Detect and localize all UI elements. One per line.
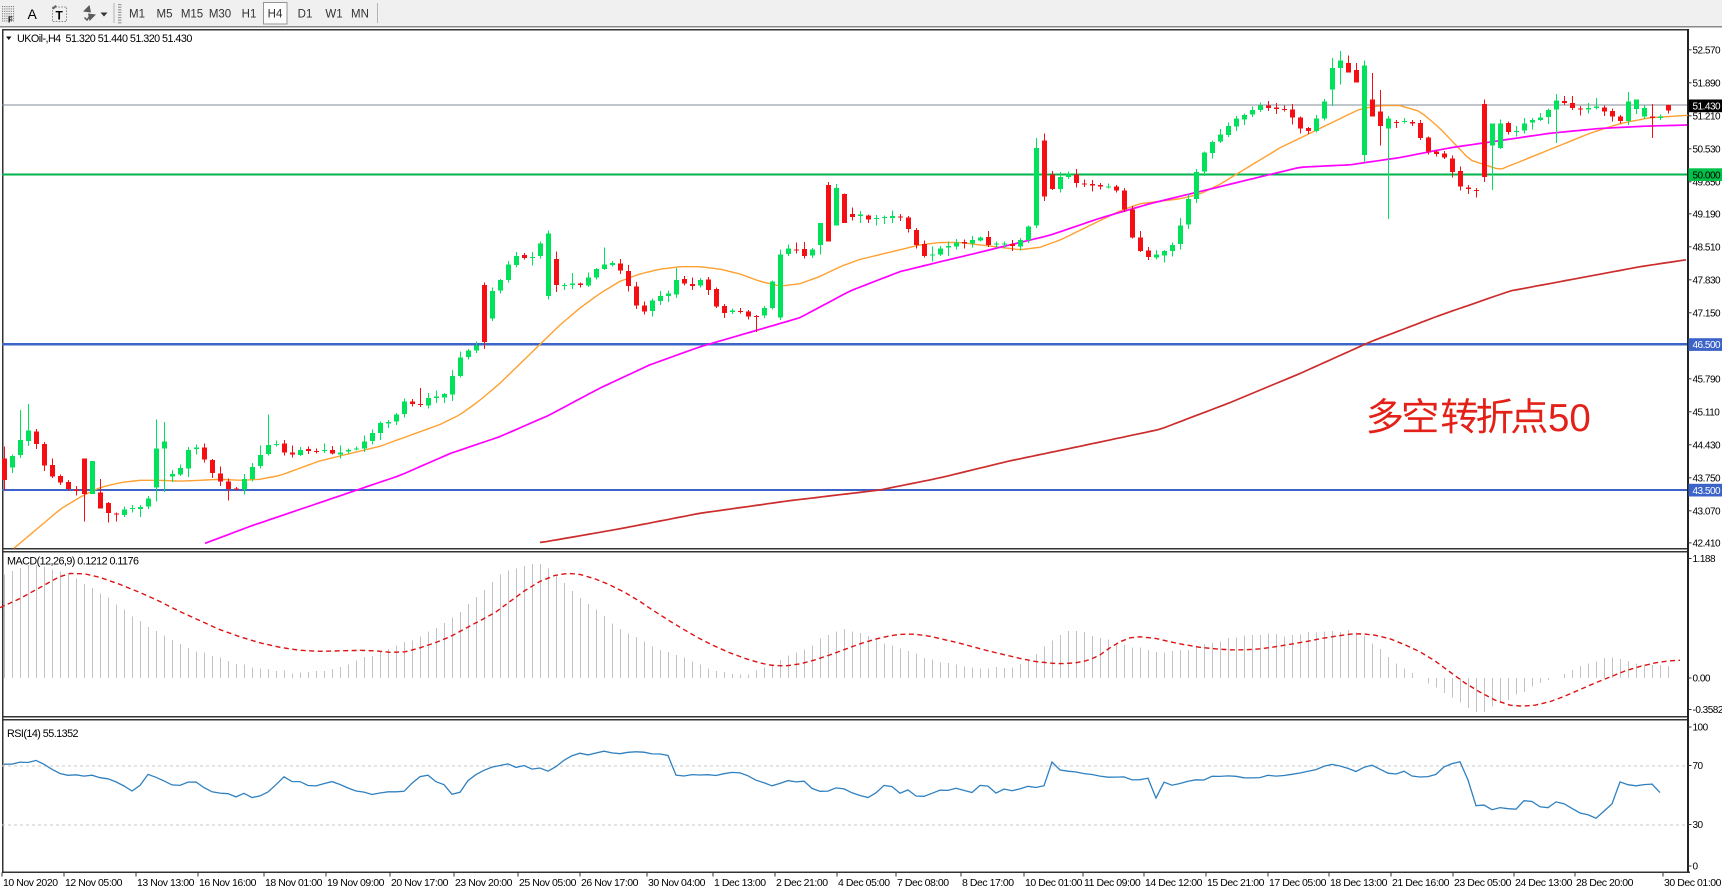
svg-text:H1: H1 xyxy=(242,9,257,21)
svg-text:M1: M1 xyxy=(129,9,145,21)
svg-text:19 Nov 09:00: 19 Nov 09:00 xyxy=(327,877,385,889)
svg-text:70: 70 xyxy=(1693,761,1704,772)
svg-text:M5: M5 xyxy=(157,9,173,21)
svg-text:23 Nov 20:00: 23 Nov 20:00 xyxy=(455,877,513,889)
svg-text:51.430: 51.430 xyxy=(1693,102,1722,113)
svg-text:49.850: 49.850 xyxy=(1693,177,1722,188)
svg-text:T: T xyxy=(56,9,64,23)
svg-text:45.110: 45.110 xyxy=(1693,407,1721,418)
svg-text:17 Dec 05:00: 17 Dec 05:00 xyxy=(1269,877,1327,889)
svg-text:4 Dec 05:00: 4 Dec 05:00 xyxy=(838,877,890,889)
svg-text:43.070: 43.070 xyxy=(1693,506,1722,517)
svg-text:13 Nov 13:00: 13 Nov 13:00 xyxy=(137,877,195,889)
svg-text:21 Dec 16:00: 21 Dec 16:00 xyxy=(1392,877,1450,889)
svg-text:20 Nov 17:00: 20 Nov 17:00 xyxy=(391,877,449,889)
svg-text:10 Dec 01:00: 10 Dec 01:00 xyxy=(1025,877,1083,889)
svg-text:30 Nov 04:00: 30 Nov 04:00 xyxy=(648,877,706,889)
svg-text:UKOil-,H4 51.320 51.440 51.32: UKOil-,H4 51.320 51.440 51.320 51.430 xyxy=(17,33,192,45)
svg-text:50.530: 50.530 xyxy=(1693,144,1722,155)
svg-text:30: 30 xyxy=(1693,820,1704,831)
svg-text:45.790: 45.790 xyxy=(1693,374,1722,385)
svg-text:100: 100 xyxy=(1693,723,1709,734)
svg-text:H4: H4 xyxy=(268,9,283,21)
svg-text:51.890: 51.890 xyxy=(1693,78,1722,89)
svg-text:18 Dec 13:00: 18 Dec 13:00 xyxy=(1330,877,1388,889)
svg-text:16 Nov 16:00: 16 Nov 16:00 xyxy=(199,877,257,889)
svg-text:43.750: 43.750 xyxy=(1693,473,1722,484)
svg-text:26 Nov 17:00: 26 Nov 17:00 xyxy=(581,877,639,889)
svg-text:51.210: 51.210 xyxy=(1693,111,1722,122)
svg-text:52.570: 52.570 xyxy=(1693,45,1722,56)
svg-text:28 Dec 20:00: 28 Dec 20:00 xyxy=(1576,877,1634,889)
svg-text:1 Dec 13:00: 1 Dec 13:00 xyxy=(714,877,766,889)
svg-text:46.500: 46.500 xyxy=(1693,340,1722,351)
svg-text:47.830: 47.830 xyxy=(1693,275,1722,286)
svg-text:25 Nov 05:00: 25 Nov 05:00 xyxy=(519,877,577,889)
svg-text:7 Dec 08:00: 7 Dec 08:00 xyxy=(897,877,949,889)
svg-text:47.150: 47.150 xyxy=(1693,308,1722,319)
svg-text:14 Dec 12:00: 14 Dec 12:00 xyxy=(1145,877,1203,889)
svg-text:18 Nov 01:00: 18 Nov 01:00 xyxy=(265,877,323,889)
svg-text:D1: D1 xyxy=(298,9,313,21)
svg-text:50: 50 xyxy=(1548,397,1591,440)
svg-text:RSI(14) 55.1352: RSI(14) 55.1352 xyxy=(7,728,79,740)
svg-text:44.430: 44.430 xyxy=(1693,440,1722,451)
svg-text:24 Dec 13:00: 24 Dec 13:00 xyxy=(1515,877,1573,889)
svg-text:F: F xyxy=(8,16,13,25)
svg-text:12 Nov 05:00: 12 Nov 05:00 xyxy=(65,877,123,889)
svg-text:M15: M15 xyxy=(181,9,203,21)
svg-text:MACD(12,26,9) 0.1212 0.1176: MACD(12,26,9) 0.1212 0.1176 xyxy=(7,556,139,568)
svg-text:30 Dec 01:00: 30 Dec 01:00 xyxy=(1664,877,1722,889)
svg-text:23 Dec 05:00: 23 Dec 05:00 xyxy=(1454,877,1512,889)
svg-text:0.00: 0.00 xyxy=(1693,674,1711,685)
svg-text:W1: W1 xyxy=(325,9,342,21)
svg-text:10 Nov 2020: 10 Nov 2020 xyxy=(3,877,58,889)
svg-text:50.000: 50.000 xyxy=(1693,170,1722,181)
svg-text:48.510: 48.510 xyxy=(1693,242,1722,253)
svg-text:2 Dec 21:00: 2 Dec 21:00 xyxy=(776,877,828,889)
svg-text:11 Dec 09:00: 11 Dec 09:00 xyxy=(1084,877,1141,889)
svg-text:A: A xyxy=(28,6,38,22)
svg-text:42.410: 42.410 xyxy=(1693,539,1722,550)
svg-text:49.190: 49.190 xyxy=(1693,209,1722,220)
svg-text:MN: MN xyxy=(351,9,369,21)
svg-text:8 Dec 17:00: 8 Dec 17:00 xyxy=(962,877,1014,889)
svg-text:0: 0 xyxy=(1693,862,1699,873)
svg-text:15 Dec 21:00: 15 Dec 21:00 xyxy=(1207,877,1265,889)
svg-text:1.188: 1.188 xyxy=(1693,554,1716,565)
svg-text:M30: M30 xyxy=(209,9,231,21)
svg-text:-0.3582: -0.3582 xyxy=(1693,705,1722,716)
svg-text:43.500: 43.500 xyxy=(1693,486,1722,497)
